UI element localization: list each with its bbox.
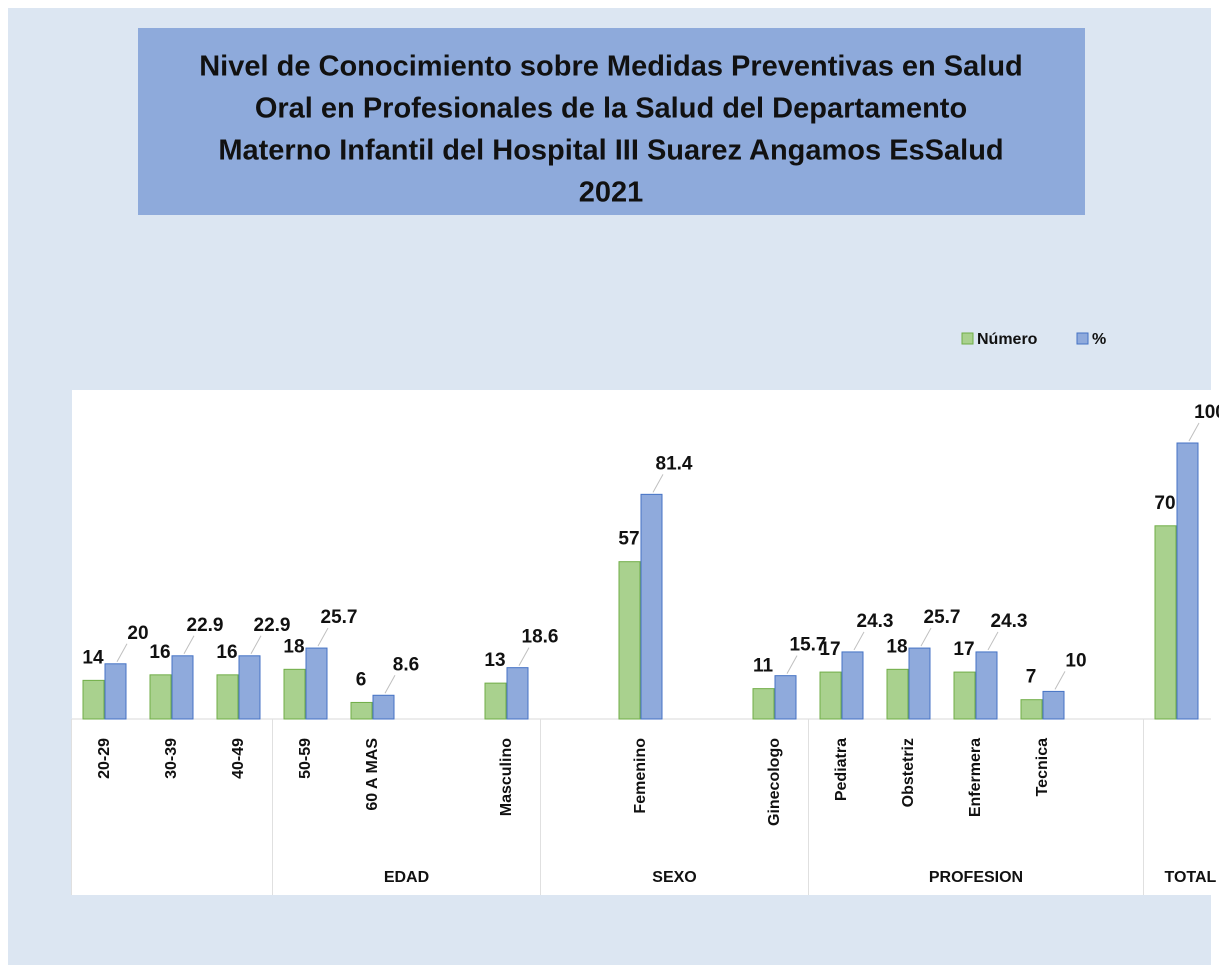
x-tick-label: Pediatra <box>833 738 850 801</box>
bar <box>886 668 909 720</box>
leader-line <box>853 631 865 651</box>
bar <box>953 671 976 720</box>
leader-line <box>250 635 262 655</box>
data-label: 17 <box>819 639 840 660</box>
data-label: 25.7 <box>924 607 961 628</box>
data-label: 57 <box>618 529 639 550</box>
bar <box>283 668 306 720</box>
bar <box>618 561 641 720</box>
legend-label: % <box>1092 331 1106 348</box>
title-line: Nivel de Conocimiento sobre Medidas Prev… <box>199 51 1023 83</box>
bar <box>149 674 172 720</box>
bar <box>171 655 194 720</box>
leader-line <box>1054 671 1066 690</box>
leader-line <box>183 635 195 655</box>
leader-line <box>518 647 530 666</box>
data-label: 18 <box>886 636 907 657</box>
leader-line <box>652 474 664 493</box>
leader-line <box>116 643 128 663</box>
leader-line <box>384 675 396 694</box>
group-label: TOTAL <box>1164 869 1216 886</box>
bar <box>484 682 507 720</box>
x-tick-label: Ginecologo <box>766 738 783 826</box>
bar <box>1176 442 1199 720</box>
data-label: 17 <box>953 639 974 660</box>
x-tick-label: Enfermera <box>967 738 984 817</box>
data-label: 16 <box>216 642 237 663</box>
data-label: 22.9 <box>187 615 224 636</box>
chart-title: Nivel de Conocimiento sobre Medidas Prev… <box>199 51 1023 209</box>
x-tick-label: Obstetriz <box>900 738 917 807</box>
x-tick-label: 20-29 <box>96 738 113 779</box>
title-line: 2021 <box>579 177 644 209</box>
bar <box>238 655 261 720</box>
bar <box>1042 690 1065 720</box>
data-label: 10 <box>1065 650 1086 671</box>
group-label: SEXO <box>652 869 696 886</box>
data-label: 15.7 <box>790 635 827 656</box>
leader-line <box>987 631 999 651</box>
leader-line <box>317 627 329 647</box>
x-tick-label: 30-39 <box>163 738 180 779</box>
bar <box>841 651 864 720</box>
bar <box>975 651 998 720</box>
data-label: 11 <box>753 656 774 677</box>
legend-label: Número <box>977 331 1038 348</box>
legend-swatch <box>1076 332 1089 345</box>
data-label: 25.7 <box>321 607 358 628</box>
group-label: PROFESION <box>929 869 1023 886</box>
data-label: 6 <box>356 669 367 690</box>
bar <box>908 647 931 720</box>
bar <box>216 674 239 720</box>
bar <box>506 667 529 720</box>
bar <box>350 701 373 720</box>
x-tick-label: 40-49 <box>230 738 247 779</box>
bar <box>640 493 663 720</box>
leader-line <box>1188 422 1200 442</box>
bar <box>104 663 127 720</box>
x-tick-label: 60 A MAS <box>364 738 381 811</box>
bar <box>372 694 395 720</box>
bar <box>774 675 797 720</box>
title-line: Materno Infantil del Hospital III Suarez… <box>218 135 1003 167</box>
x-tick-label: Masculino <box>498 738 515 816</box>
leader-line <box>786 655 798 674</box>
data-label: 70 <box>1154 493 1175 514</box>
legend-swatch <box>961 332 974 345</box>
bar <box>1020 699 1043 720</box>
data-label: 20 <box>127 623 148 644</box>
data-label: 14 <box>82 647 104 668</box>
bar <box>82 679 105 720</box>
bar <box>819 671 842 720</box>
data-label: 13 <box>484 650 505 671</box>
data-label: 100 <box>1194 402 1219 423</box>
data-label: 8.6 <box>393 654 419 675</box>
leader-line <box>920 627 932 647</box>
data-label: 81.4 <box>656 453 693 474</box>
data-label: 24.3 <box>857 611 894 632</box>
data-label: 18 <box>283 636 304 657</box>
bar <box>752 688 775 720</box>
data-label: 16 <box>149 642 170 663</box>
x-tick-label: Tecnica <box>1034 738 1051 797</box>
data-label: 24.3 <box>991 611 1028 632</box>
data-label: 7 <box>1026 667 1037 688</box>
x-tick-label: Femenino <box>632 738 649 814</box>
group-label: EDAD <box>384 869 429 886</box>
title-line: Oral en Profesionales de la Salud del De… <box>255 93 967 125</box>
bar <box>305 647 328 720</box>
bar <box>1154 525 1177 720</box>
x-tick-label: 50-59 <box>297 738 314 779</box>
data-label: 18.6 <box>522 627 559 648</box>
data-label: 22.9 <box>254 615 291 636</box>
title-box <box>138 28 1085 215</box>
